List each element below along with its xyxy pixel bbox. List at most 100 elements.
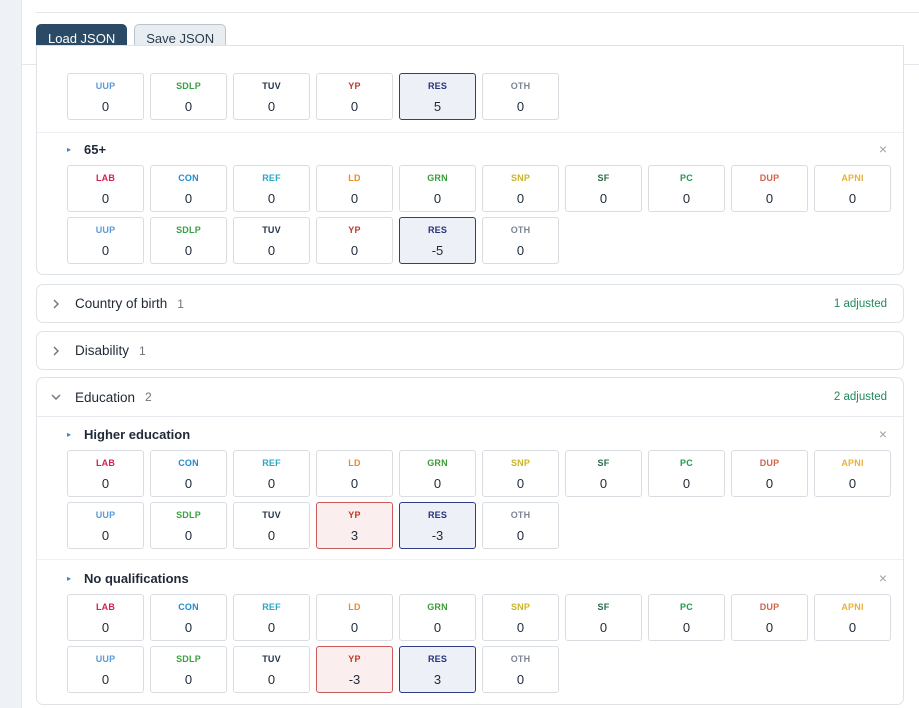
- party-cell-tuv[interactable]: TUV 0: [233, 646, 310, 693]
- party-cell-snp[interactable]: SNP 0: [482, 594, 559, 641]
- party-value: 0: [184, 191, 193, 206]
- party-code: PC: [680, 173, 693, 183]
- party-code: PC: [680, 602, 693, 612]
- party-cell-lab[interactable]: LAB 0: [67, 450, 144, 497]
- party-cell-uup[interactable]: UUP 0: [67, 73, 144, 120]
- party-value: 0: [350, 99, 359, 114]
- card-header[interactable]: Country of birth 1 1 adjusted: [37, 285, 903, 322]
- remove-group-icon[interactable]: ×: [878, 141, 887, 157]
- party-cell-yp[interactable]: YP 0: [316, 217, 393, 264]
- party-cell-tuv[interactable]: TUV 0: [233, 502, 310, 549]
- party-cell-snp[interactable]: SNP 0: [482, 165, 559, 212]
- party-code: RES: [427, 654, 448, 664]
- top-divider: [36, 12, 919, 13]
- party-cell-apni[interactable]: APNI 0: [814, 450, 891, 497]
- party-value: 0: [516, 620, 525, 635]
- party-cell-yp[interactable]: YP -3: [316, 646, 393, 693]
- party-value: 0: [516, 243, 525, 258]
- party-cell-ref[interactable]: REF 0: [233, 165, 310, 212]
- card-header[interactable]: Education 2 2 adjusted: [37, 378, 903, 416]
- party-cell-lab[interactable]: LAB 0: [67, 165, 144, 212]
- group-header-higher-education[interactable]: ▸ Higher education ×: [67, 424, 887, 444]
- party-cell-ld[interactable]: LD 0: [316, 165, 393, 212]
- party-value: 0: [516, 672, 525, 687]
- party-cell-sdlp[interactable]: SDLP 0: [150, 646, 227, 693]
- party-cell-pc[interactable]: PC 0: [648, 450, 725, 497]
- caret-right-icon: ▸: [67, 429, 72, 439]
- no-qualifications-row-1: LAB 0 CON 0 REF 0 LD 0 GRN 0 SNP 0 SF 0 PC 0 DUP 0 APNI 0: [67, 594, 891, 641]
- party-code: OTH: [510, 510, 531, 520]
- party-code: SDLP: [176, 510, 201, 520]
- party-cell-res[interactable]: RES -3: [399, 502, 476, 549]
- party-code: YP: [348, 225, 361, 235]
- party-cell-yp[interactable]: YP 3: [316, 502, 393, 549]
- party-value: 5: [433, 99, 442, 114]
- party-value: -3: [431, 528, 444, 543]
- remove-group-icon[interactable]: ×: [878, 570, 887, 586]
- party-value: 0: [433, 476, 442, 491]
- party-cell-ld[interactable]: LD 0: [316, 594, 393, 641]
- party-cell-pc[interactable]: PC 0: [648, 165, 725, 212]
- party-cell-oth[interactable]: OTH 0: [482, 73, 559, 120]
- party-cell-ld[interactable]: LD 0: [316, 450, 393, 497]
- party-cell-res[interactable]: RES 5: [399, 73, 476, 120]
- card-header[interactable]: Disability 1: [37, 332, 903, 369]
- party-cell-apni[interactable]: APNI 0: [814, 594, 891, 641]
- party-value: 0: [184, 99, 193, 114]
- party-cell-sf[interactable]: SF 0: [565, 450, 642, 497]
- party-cell-ref[interactable]: REF 0: [233, 450, 310, 497]
- party-cell-dup[interactable]: DUP 0: [731, 594, 808, 641]
- party-value: 0: [516, 99, 525, 114]
- party-cell-sdlp[interactable]: SDLP 0: [150, 217, 227, 264]
- party-code: DUP: [759, 602, 780, 612]
- party-value: 3: [433, 672, 442, 687]
- party-cell-uup[interactable]: UUP 0: [67, 217, 144, 264]
- card-title: Disability: [75, 343, 130, 358]
- party-cell-sdlp[interactable]: SDLP 0: [150, 73, 227, 120]
- remove-group-icon[interactable]: ×: [878, 426, 887, 442]
- party-cell-sf[interactable]: SF 0: [565, 594, 642, 641]
- party-cell-oth[interactable]: OTH 0: [482, 217, 559, 264]
- party-code: SF: [597, 602, 610, 612]
- party-cell-oth[interactable]: OTH 0: [482, 502, 559, 549]
- party-cell-grn[interactable]: GRN 0: [399, 450, 476, 497]
- party-code: GRN: [427, 458, 448, 468]
- party-cell-dup[interactable]: DUP 0: [731, 165, 808, 212]
- party-cell-snp[interactable]: SNP 0: [482, 450, 559, 497]
- party-code: LAB: [95, 173, 116, 183]
- party-cell-dup[interactable]: DUP 0: [731, 450, 808, 497]
- party-value: 0: [516, 528, 525, 543]
- party-code: TUV: [262, 654, 281, 664]
- party-cell-grn[interactable]: GRN 0: [399, 165, 476, 212]
- party-cell-sf[interactable]: SF 0: [565, 165, 642, 212]
- higher-education-row-1: LAB 0 CON 0 REF 0 LD 0 GRN 0 SNP 0 SF 0 PC 0 DUP 0 APNI 0: [67, 450, 891, 497]
- party-cell-uup[interactable]: UUP 0: [67, 502, 144, 549]
- party-code: APNI: [841, 458, 864, 468]
- party-cell-pc[interactable]: PC 0: [648, 594, 725, 641]
- party-cell-uup[interactable]: UUP 0: [67, 646, 144, 693]
- party-cell-oth[interactable]: OTH 0: [482, 646, 559, 693]
- party-cell-res[interactable]: RES 3: [399, 646, 476, 693]
- group-header-no-qualifications[interactable]: ▸ No qualifications ×: [67, 568, 887, 588]
- party-cell-tuv[interactable]: TUV 0: [233, 217, 310, 264]
- party-cell-lab[interactable]: LAB 0: [67, 594, 144, 641]
- group-header-65-plus[interactable]: ▸ 65+ ×: [67, 139, 887, 159]
- party-cell-yp[interactable]: YP 0: [316, 73, 393, 120]
- group-65-row-1: LAB 0 CON 0 REF 0 LD 0 GRN 0 SNP 0 SF 0 PC 0 DUP 0 APNI 0: [67, 165, 891, 212]
- party-code: REF: [262, 173, 281, 183]
- party-cell-apni[interactable]: APNI 0: [814, 165, 891, 212]
- education-card: Education 2 2 adjusted ▸ Higher educatio…: [36, 377, 904, 705]
- party-value: 0: [765, 476, 774, 491]
- party-value: 0: [682, 191, 691, 206]
- party-code: YP: [348, 510, 361, 520]
- party-cell-tuv[interactable]: TUV 0: [233, 73, 310, 120]
- party-cell-con[interactable]: CON 0: [150, 450, 227, 497]
- party-cell-con[interactable]: CON 0: [150, 165, 227, 212]
- party-cell-ref[interactable]: REF 0: [233, 594, 310, 641]
- party-cell-grn[interactable]: GRN 0: [399, 594, 476, 641]
- party-value: -3: [348, 672, 361, 687]
- party-cell-res[interactable]: RES -5: [399, 217, 476, 264]
- party-value: 0: [350, 243, 359, 258]
- party-cell-sdlp[interactable]: SDLP 0: [150, 502, 227, 549]
- party-cell-con[interactable]: CON 0: [150, 594, 227, 641]
